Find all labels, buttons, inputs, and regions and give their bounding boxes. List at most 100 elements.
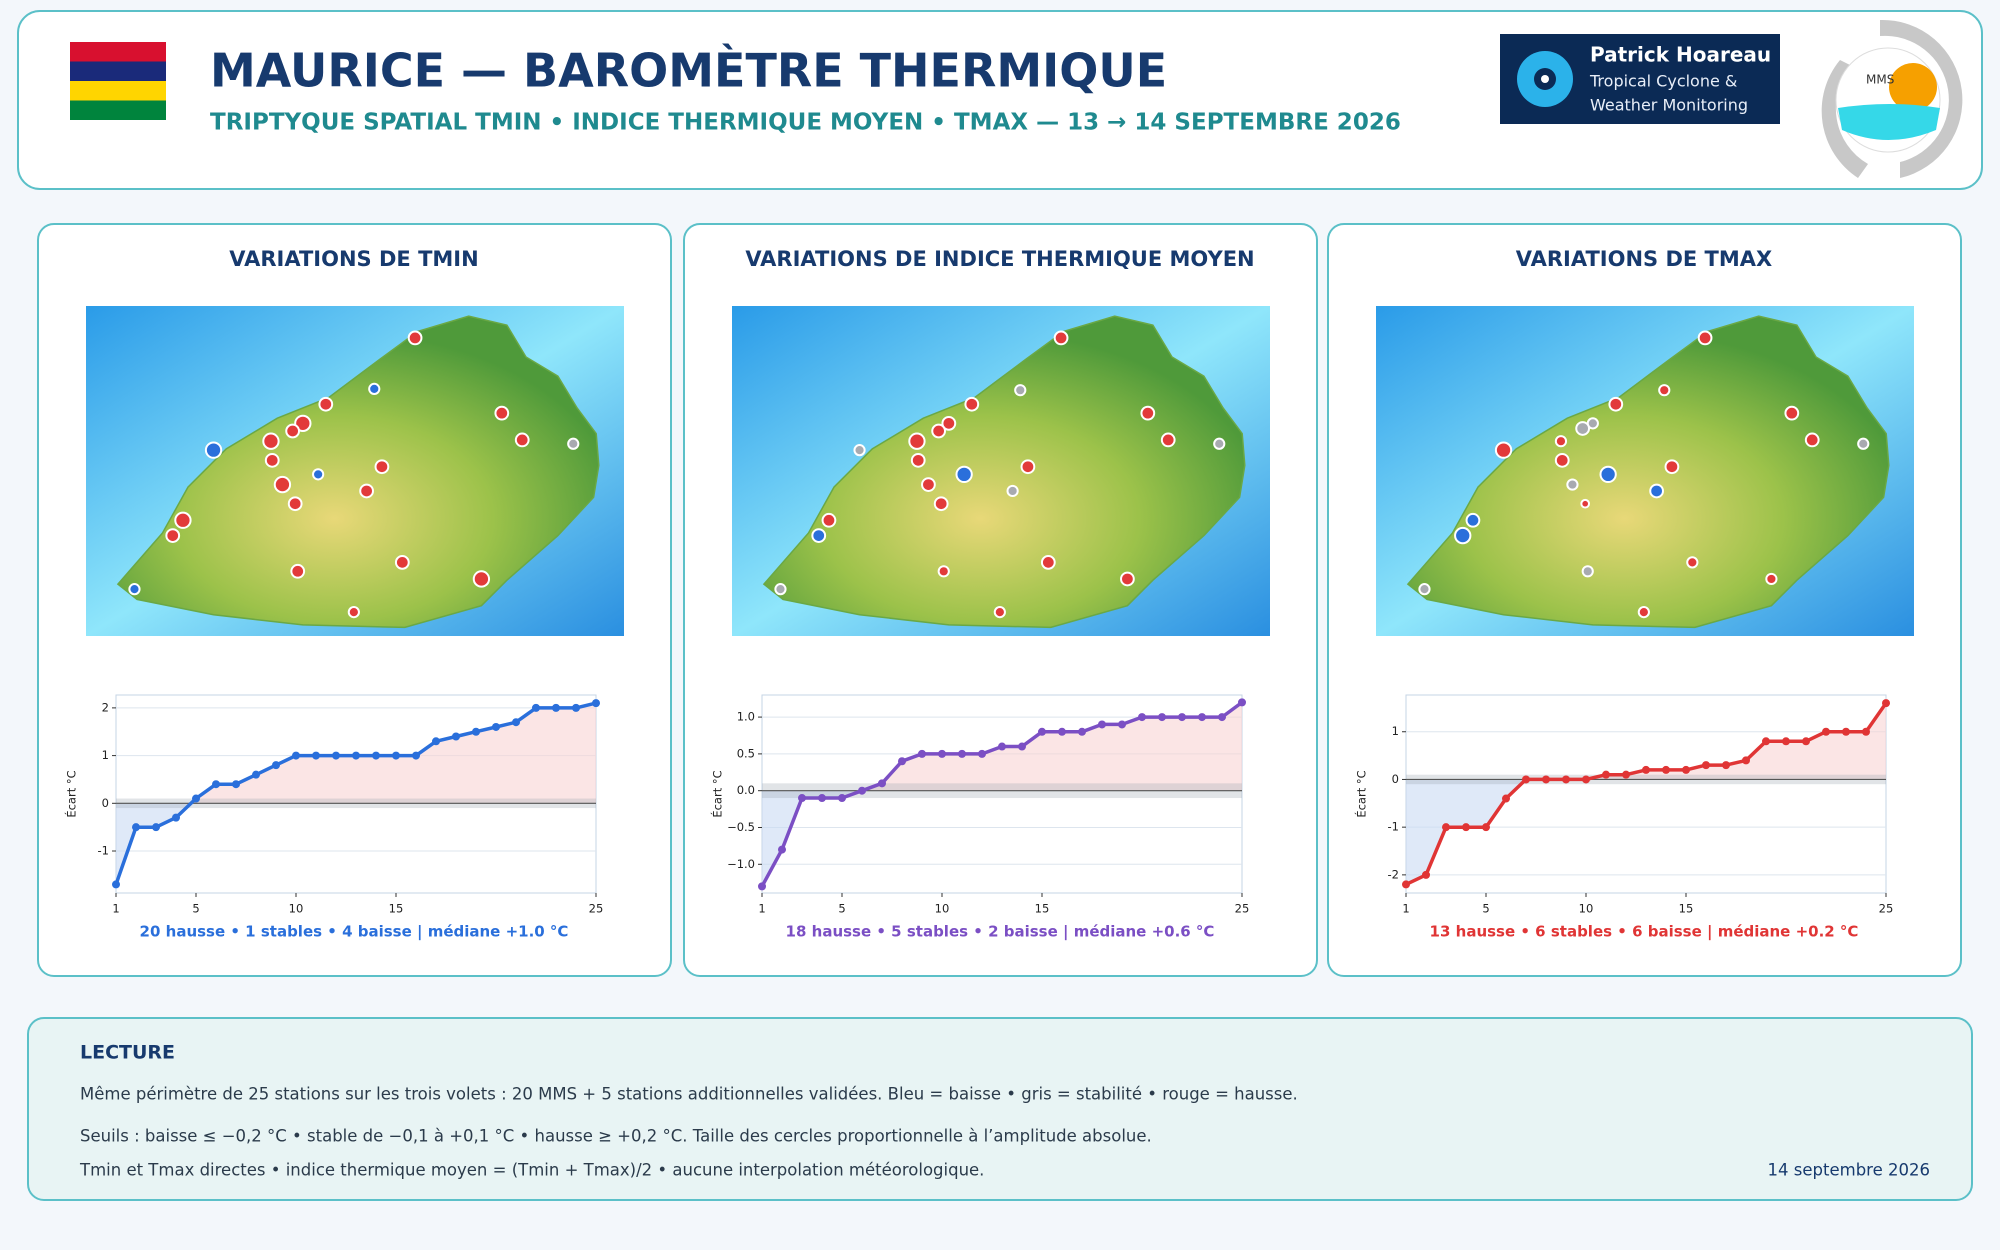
- data-point: [1482, 823, 1490, 832]
- lecture-line: Tmin et Tmax directes • indice thermique…: [79, 1161, 984, 1180]
- x-tick-label: 1: [1402, 902, 1409, 916]
- data-point: [778, 845, 786, 854]
- x-tick-label: 15: [389, 902, 404, 916]
- station-dot: [1804, 432, 1820, 448]
- station-dot: [1014, 384, 1027, 397]
- data-point: [858, 786, 866, 795]
- station-dot: [1566, 478, 1579, 491]
- data-point: [798, 794, 806, 803]
- station-dot: [1580, 498, 1591, 509]
- x-tick-label: 5: [192, 902, 199, 916]
- station-dot: [1213, 437, 1226, 450]
- negative-area: [1406, 779, 1526, 885]
- station-dot: [285, 423, 301, 439]
- lecture-line: Seuils : baisse ≤ −0,2 °C • stable de −0…: [80, 1127, 1152, 1146]
- data-point: [232, 780, 240, 789]
- data-point: [1502, 794, 1510, 803]
- station-dot: [1637, 606, 1650, 619]
- mms-label: MMS: [1866, 73, 1894, 87]
- data-point: [898, 757, 906, 766]
- data-point: [112, 880, 120, 889]
- data-point: [758, 882, 766, 891]
- station-dot: [910, 452, 926, 468]
- station-dot: [993, 606, 1006, 619]
- x-tick-label: 15: [1679, 902, 1694, 916]
- station-dot: [1575, 421, 1591, 436]
- page-title: MAURICE — BAROMÈTRE THERMIQUE: [210, 44, 1167, 98]
- station-dot: [1554, 435, 1568, 448]
- data-point: [1078, 727, 1086, 736]
- x-tick-label: 5: [1482, 902, 1489, 916]
- station-dot: [955, 465, 973, 484]
- panel-title: VARIATIONS DE TMIN: [229, 247, 478, 271]
- data-point: [998, 742, 1006, 751]
- station-dot: [312, 468, 325, 481]
- station-dot: [347, 606, 360, 619]
- station-dot: [811, 528, 827, 543]
- x-tick-label: 10: [289, 902, 304, 916]
- data-point: [492, 722, 500, 731]
- data-point: [1862, 727, 1870, 736]
- x-tick-label: 10: [1579, 902, 1594, 916]
- data-point: [392, 751, 400, 760]
- station-dot: [1686, 556, 1699, 569]
- data-point: [252, 770, 260, 779]
- data-point: [938, 749, 946, 758]
- y-tick-label: 1.0: [737, 710, 755, 724]
- x-tick-label: 15: [1035, 902, 1050, 916]
- island: [1406, 315, 1890, 629]
- station-dot: [908, 432, 926, 450]
- data-point: [1442, 823, 1450, 832]
- island: [762, 315, 1246, 629]
- data-point: [1462, 823, 1470, 832]
- station-dot: [494, 405, 510, 421]
- data-point: [1542, 775, 1550, 784]
- data-point: [1058, 727, 1066, 736]
- y-tick-label: -2: [1388, 867, 1399, 881]
- station-dot: [1554, 452, 1570, 468]
- data-point: [212, 780, 220, 789]
- station-dot: [1418, 583, 1431, 596]
- data-point: [1882, 699, 1890, 708]
- y-tick-label: −0.5: [727, 820, 755, 834]
- negative-area: [116, 803, 596, 885]
- mms-logo: MMS: [1821, 19, 1963, 178]
- lecture-heading: LECTURE: [80, 1042, 175, 1064]
- data-point: [1098, 720, 1106, 729]
- data-point: [1602, 770, 1610, 779]
- data-point: [1018, 742, 1026, 751]
- data-point: [1822, 727, 1830, 736]
- y-axis-label: Écart °C: [1354, 770, 1369, 817]
- data-point: [1762, 737, 1770, 746]
- station-dot: [931, 423, 947, 439]
- data-point: [172, 813, 180, 822]
- y-tick-label: 2: [102, 700, 109, 714]
- y-tick-label: 0: [1392, 772, 1399, 786]
- data-point: [292, 751, 300, 760]
- data-point: [1802, 737, 1810, 746]
- station-dot: [1649, 483, 1664, 499]
- station-dot: [921, 477, 936, 492]
- x-tick-label: 25: [589, 902, 604, 916]
- data-point: [1218, 713, 1226, 722]
- y-axis-label: Écart °C: [64, 770, 79, 817]
- data-point: [1522, 775, 1530, 784]
- header-box: [17, 10, 1983, 190]
- station-dot: [514, 432, 530, 448]
- y-tick-label: 0.5: [737, 746, 755, 760]
- station-dot: [941, 415, 957, 431]
- lecture-box: [27, 1017, 1973, 1201]
- data-point: [1642, 765, 1650, 774]
- station-dot: [204, 441, 223, 459]
- y-tick-label: -1: [98, 844, 109, 858]
- x-tick-label: 5: [838, 902, 845, 916]
- station-dot: [264, 452, 280, 468]
- station-dot: [273, 475, 292, 494]
- station-dot: [165, 528, 181, 543]
- brand-logo: Patrick Hoareau Tropical Cyclone & Weath…: [1500, 34, 1780, 124]
